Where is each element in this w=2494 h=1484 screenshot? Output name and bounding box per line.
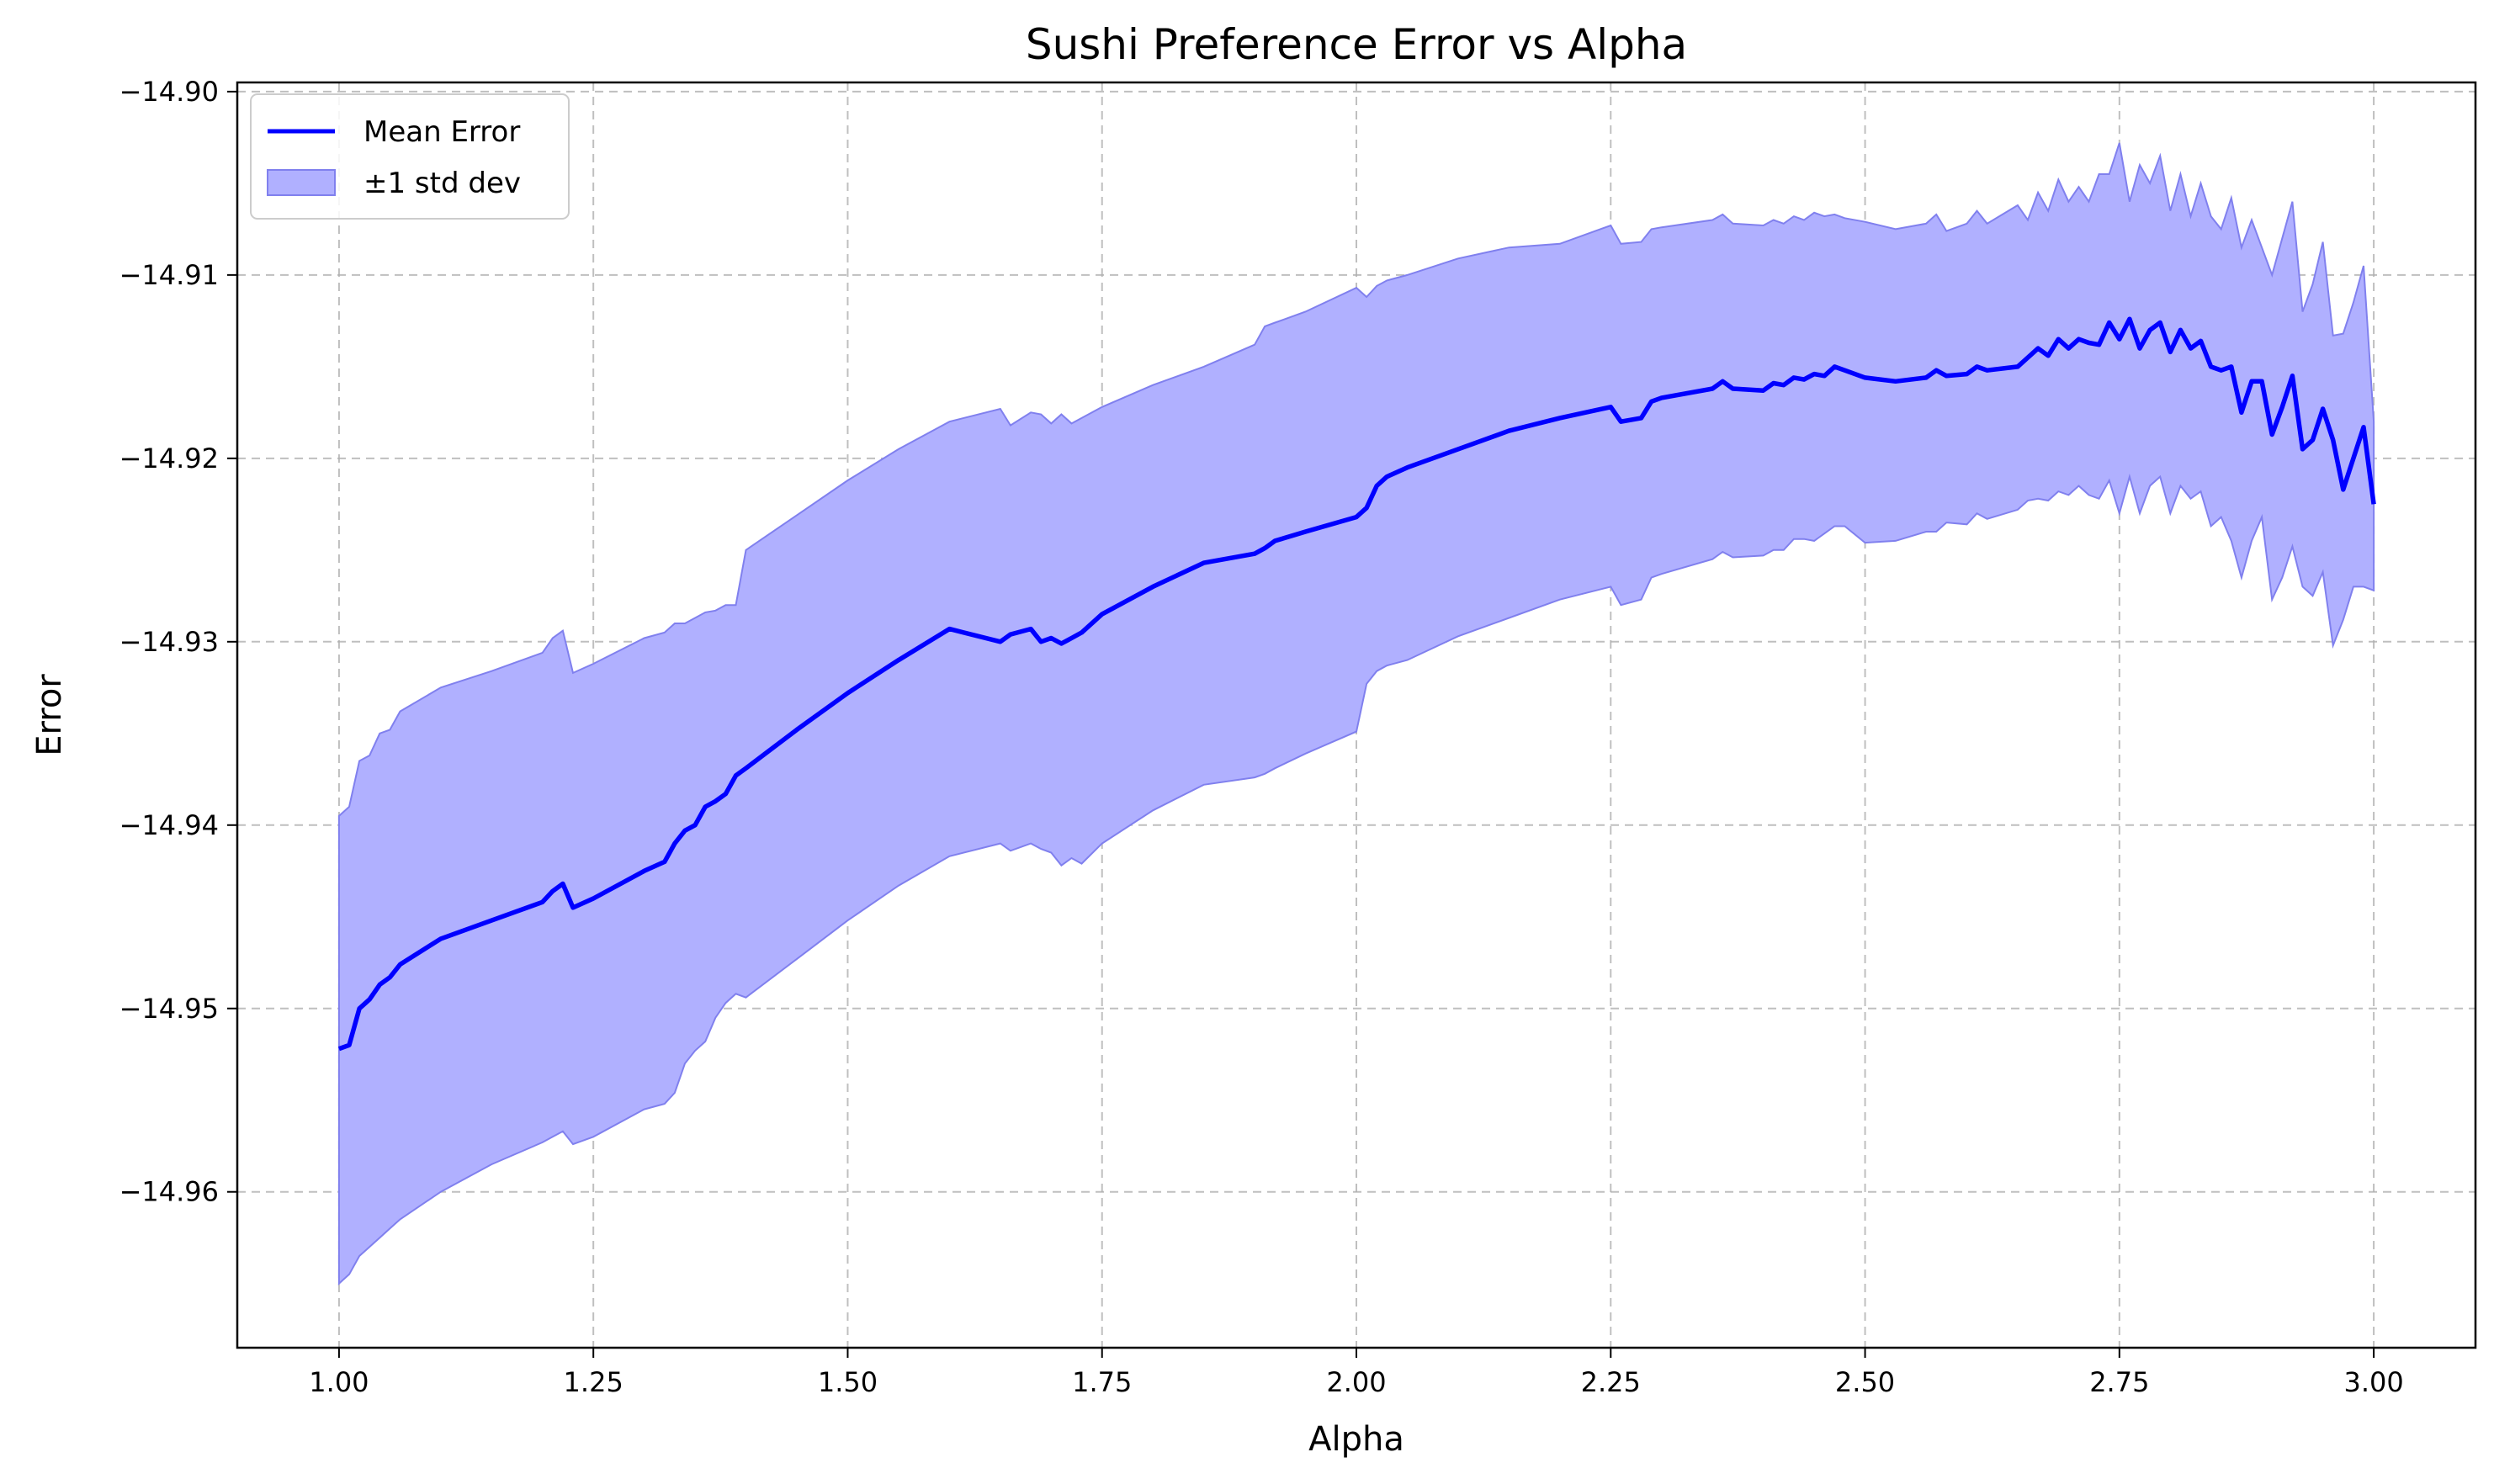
mean-error-line [337, 316, 2376, 1052]
mean-line-layer [337, 316, 2376, 1052]
legend-band-swatch [267, 169, 336, 196]
x-tick-label: 1.50 [818, 1366, 878, 1398]
legend: Mean Error ±1 std dev [250, 93, 570, 220]
x-tick-label: 1.75 [1072, 1366, 1132, 1398]
legend-band-label: ±1 std dev [363, 167, 521, 200]
x-tick-label: 3.00 [2343, 1366, 2403, 1398]
y-tick-label: −14.92 [119, 443, 219, 474]
x-tick-label: 1.25 [564, 1366, 624, 1398]
y-tick-label: −14.95 [119, 993, 219, 1025]
y-tick-label: −14.96 [119, 1176, 219, 1208]
y-tick-label: −14.91 [119, 259, 219, 291]
x-tick-label: 2.50 [1835, 1366, 1895, 1398]
y-axis-ticks: −14.96 −14.95 −14.94 −14.93 −14.92 −14.91 −14.… [119, 76, 237, 1208]
y-axis-label: Error [30, 674, 69, 756]
std-dev-band [337, 142, 2375, 1285]
y-tick-label: −14.93 [119, 626, 219, 658]
x-tick-label: 1.00 [309, 1366, 369, 1398]
y-tick-label: −14.90 [119, 76, 219, 108]
x-axis-ticks: 1.00 1.25 1.50 1.75 2.00 2.25 2.50 2.75 3.00 [309, 1348, 2404, 1398]
legend-mean-label: Mean Error [363, 115, 520, 149]
y-tick-label: −14.94 [119, 809, 219, 841]
x-tick-label: 2.00 [1326, 1366, 1386, 1398]
std-dev-band-layer [337, 142, 2375, 1285]
x-tick-label: 2.75 [2089, 1366, 2149, 1398]
x-axis-label: Alpha [1308, 1420, 1404, 1459]
chart-title: Sushi Preference Error vs Alpha [1026, 20, 1687, 69]
x-tick-label: 2.25 [1581, 1366, 1641, 1398]
